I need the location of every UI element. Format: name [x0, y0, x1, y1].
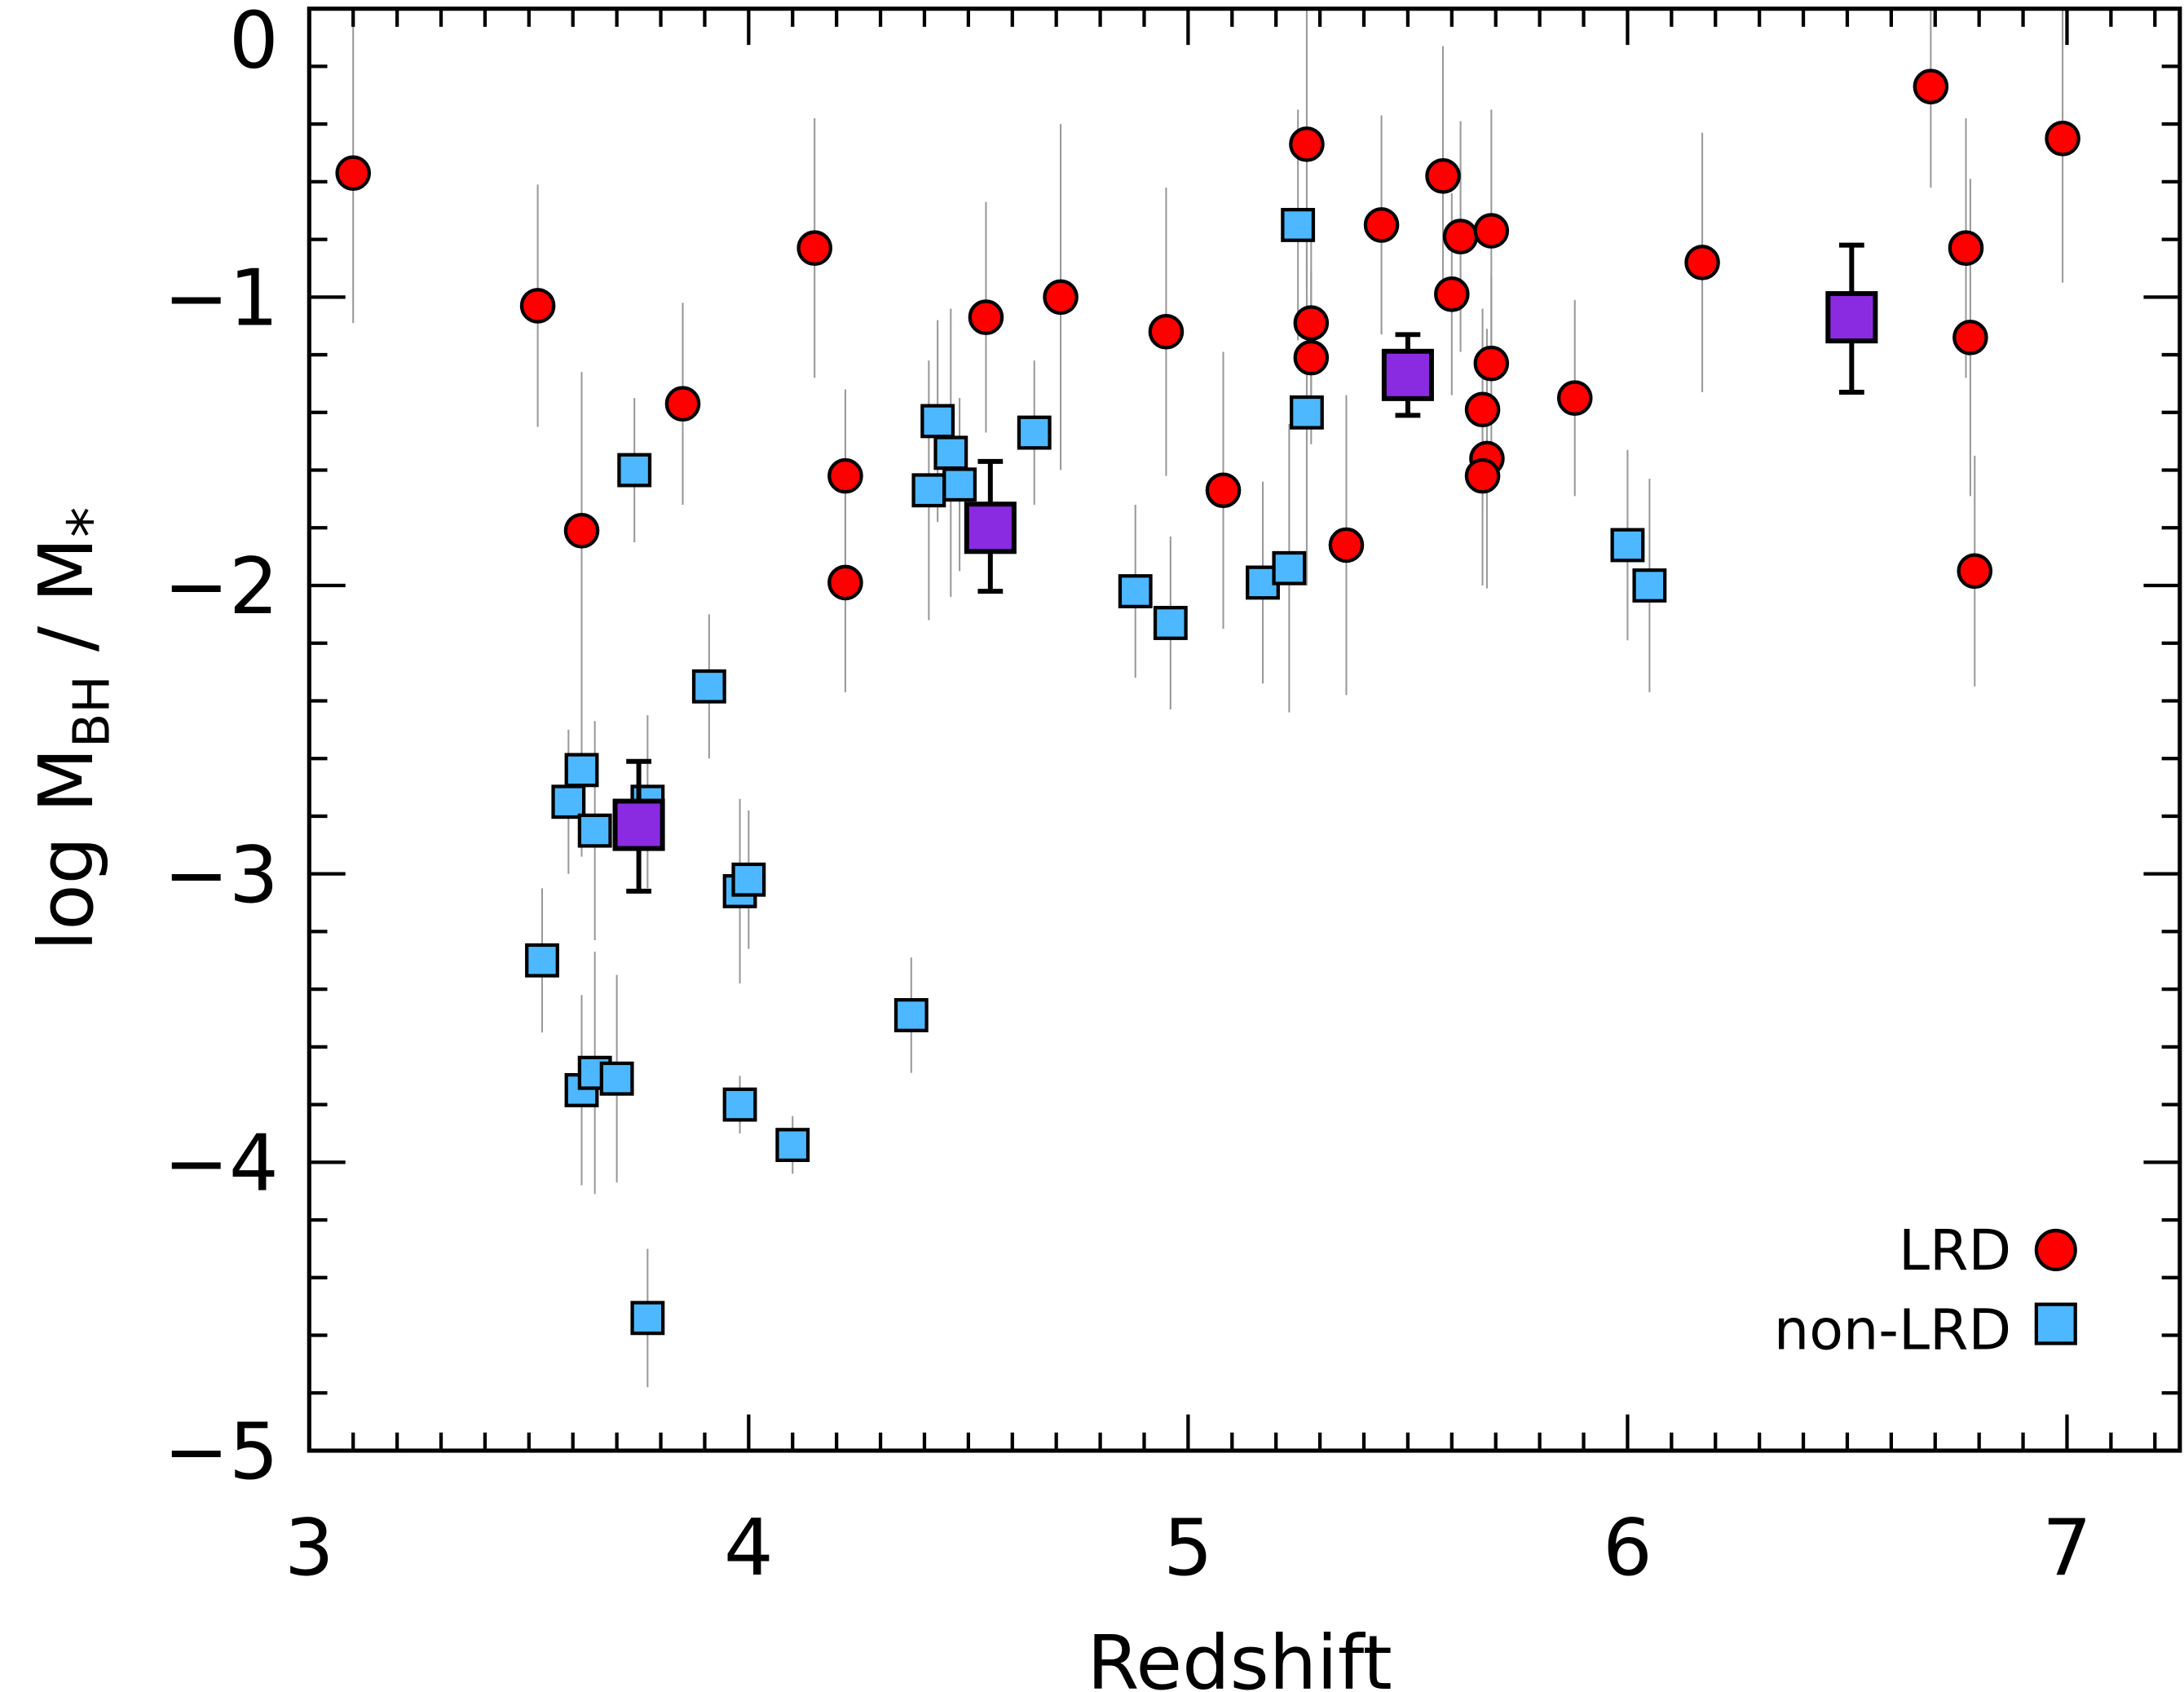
non-lrd-point [1610, 528, 1645, 563]
non-lrd-point [1632, 568, 1667, 603]
non-lrd-point [920, 404, 955, 439]
non-lrd-point [630, 1301, 665, 1336]
plot-frame [307, 7, 2182, 1453]
lrd-point [1363, 207, 1400, 243]
non-lrd-point [551, 784, 586, 819]
x-tick-label: 7 [2042, 1502, 2092, 1593]
lrd-point [1913, 68, 1949, 104]
legend-label-non-lrd: non-LRD [1774, 1298, 2011, 1363]
lrd-point [1556, 380, 1593, 416]
non-lrd-point [731, 862, 766, 897]
lrd-point [1293, 305, 1330, 341]
lrd-point [827, 457, 863, 494]
lrd-point [1473, 213, 1510, 249]
lrd-point [1289, 126, 1325, 162]
x-tick-label: 5 [1163, 1502, 1213, 1593]
legend-marker-non-lrd [2034, 1302, 2077, 1345]
lrd-point [1464, 457, 1501, 494]
lrd-point [664, 386, 701, 422]
non-lrd-point [893, 998, 929, 1032]
non-lrd-point [775, 1128, 810, 1163]
y-label-prefix: log M [22, 748, 110, 952]
lrd-point [1957, 553, 1993, 590]
lrd-point [1684, 245, 1720, 281]
lrd-point [2045, 121, 2080, 157]
lrd-point [1442, 219, 1479, 254]
lrd-point [1948, 230, 1984, 266]
y-label-sub-star: * [55, 507, 126, 538]
y-axis-label: log MBH / M* [22, 507, 126, 952]
non-lrd-point [722, 1087, 757, 1122]
lrd-point [335, 155, 371, 192]
x-tick-label: 4 [724, 1502, 774, 1593]
lrd-point [1473, 345, 1510, 382]
lrd-point [1148, 313, 1185, 350]
y-label-sub-bh: BH [62, 675, 121, 747]
lrd-point [796, 230, 832, 266]
non-lrd-point [525, 943, 559, 978]
lrd-point [1464, 391, 1501, 428]
non-lrd-point [911, 473, 946, 508]
y-tick-label: −4 [164, 1118, 279, 1209]
x-axis-label: Redshift [1087, 1619, 1392, 1692]
x-tick-label: 3 [285, 1502, 334, 1593]
lrd-point [1952, 320, 1988, 356]
non-lrd-point [1290, 395, 1324, 430]
lrd-point [968, 299, 1004, 335]
legend: LRD non-LRD [1774, 1219, 2077, 1363]
non-lrd-point [1153, 606, 1188, 640]
y-label-mid: / M [22, 537, 110, 675]
error-bars [352, 8, 2064, 1388]
non-lrd-point [564, 753, 599, 788]
non-lrd-point [1017, 415, 1052, 450]
non-lrd-point [1281, 207, 1316, 242]
non-lrd-point [599, 1061, 634, 1096]
lrd-point [519, 288, 556, 324]
lrd-point [1293, 339, 1330, 376]
non-lrd-point [933, 435, 968, 470]
lrd-point [1205, 472, 1242, 509]
binned-mean-point [1381, 348, 1434, 401]
non-lrd-point [1272, 550, 1307, 585]
tick-labels: 3 4 5 6 7 0 −1 −2 −3 −4 −5 [164, 0, 2092, 1593]
non-lrd-point [691, 669, 726, 704]
lrd-point [1434, 276, 1470, 312]
lrd-point [1425, 158, 1461, 194]
y-tick-label: −2 [164, 541, 279, 632]
non-lrd-point [1118, 574, 1153, 609]
lrd-point [1043, 279, 1079, 316]
x-tick-label: 6 [1603, 1502, 1652, 1593]
binned-mean-point [612, 798, 665, 851]
binned-mean-point [964, 501, 1017, 554]
legend-marker-lrd [2034, 1228, 2077, 1272]
lrd-point [563, 513, 600, 549]
y-tick-label: −5 [164, 1406, 279, 1497]
data-markers [335, 68, 2080, 1336]
lrd-point [1328, 527, 1365, 563]
legend-label-lrd: LRD [1899, 1219, 2011, 1283]
y-tick-label: 0 [229, 0, 279, 86]
lrd-point [827, 564, 863, 601]
y-tick-label: −1 [164, 253, 279, 344]
non-lrd-point [577, 813, 612, 848]
binned-mean-point [1825, 291, 1878, 344]
non-lrd-point [942, 467, 977, 502]
y-tick-label: −3 [164, 829, 279, 921]
non-lrd-point [617, 453, 652, 488]
